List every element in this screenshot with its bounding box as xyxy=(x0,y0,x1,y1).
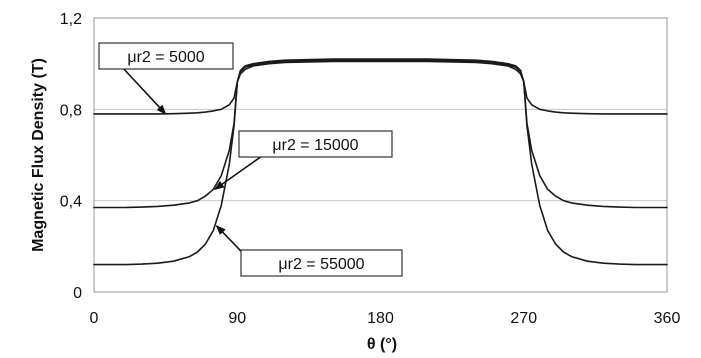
x-tick-label: 90 xyxy=(228,310,246,327)
annotations: μr2 = 5000 μr2 = 15000 μr2 = 55000 xyxy=(98,42,403,277)
annotation-box xyxy=(98,42,234,70)
x-axis-tick-labels: 0 90 180 270 360 xyxy=(90,310,681,327)
series-line-2 xyxy=(93,59,668,209)
annotation-label: μr2 = 15000 xyxy=(272,137,358,154)
y-tick-label: 1,2 xyxy=(60,11,82,28)
x-tick-label: 180 xyxy=(367,310,394,327)
series-line-3 xyxy=(93,58,668,266)
series-lines xyxy=(93,58,668,266)
annotation-arrow xyxy=(214,155,263,190)
y-tick-label: 0,4 xyxy=(60,194,82,211)
y-tick-label: 0 xyxy=(73,285,82,302)
y-axis-title: Magnetic Flux Density (T) xyxy=(30,58,47,252)
annotation-arrow xyxy=(121,66,167,115)
x-axis-title: θ (°) xyxy=(367,336,397,353)
x-tick-label: 0 xyxy=(90,310,99,327)
annotation-3: μr2 = 55000 xyxy=(215,225,403,277)
annotation-1: μr2 = 5000 xyxy=(98,42,234,115)
annotation-2: μr2 = 15000 xyxy=(214,130,393,190)
y-axis-tick-labels: 0 0,4 0,8 1,2 xyxy=(60,11,82,302)
y-tick-label: 0,8 xyxy=(60,102,82,119)
x-tick-label: 270 xyxy=(510,310,537,327)
series-line-1 xyxy=(93,60,668,115)
annotation-label: μr2 = 5000 xyxy=(127,49,204,66)
annotation-label: μr2 = 55000 xyxy=(278,256,364,273)
x-tick-label: 360 xyxy=(654,310,681,327)
annotation-box xyxy=(240,249,403,277)
plot-area xyxy=(93,17,668,293)
annotation-box xyxy=(238,130,393,158)
